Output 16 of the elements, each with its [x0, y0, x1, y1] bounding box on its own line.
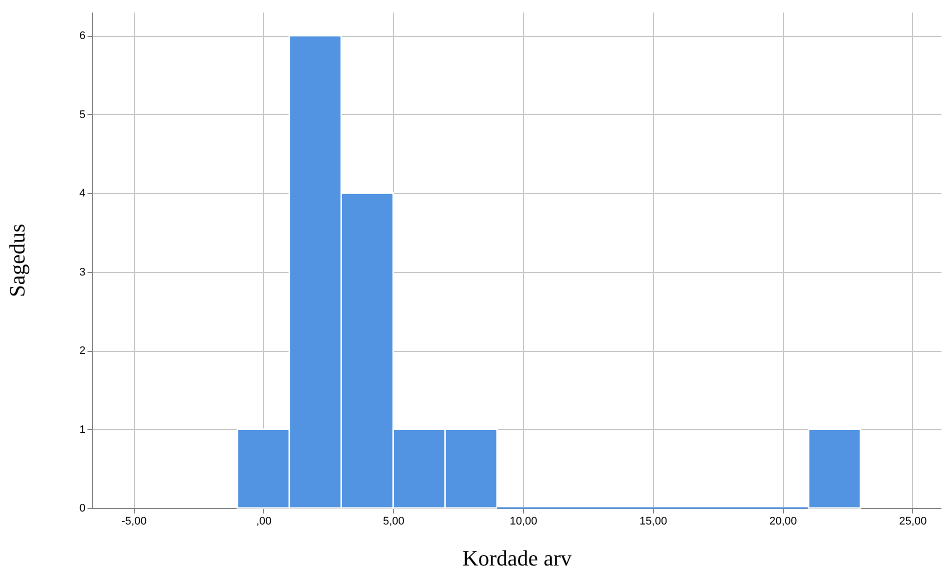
y-axis-title: Sagedus — [4, 224, 30, 298]
x-tick-label: 20,00 — [769, 516, 797, 528]
y-tick-label: 3 — [79, 266, 86, 278]
y-tick-label: 6 — [79, 30, 86, 42]
y-tick-label: 2 — [79, 345, 86, 358]
x-tick-label: 5,00 — [382, 516, 404, 528]
y-tick-label: 1 — [79, 424, 86, 436]
y-tick-label: 0 — [79, 502, 86, 514]
x-tick-label: ,00 — [256, 516, 272, 528]
x-tick-label: 25,00 — [899, 516, 927, 528]
x-tick-label: -5,00 — [122, 516, 147, 528]
x-tick-label: 10,00 — [510, 516, 538, 528]
y-tick-label: 5 — [79, 108, 86, 121]
x-tick-label: 15,00 — [640, 516, 668, 528]
x-axis-title: Kordade arv — [462, 546, 572, 570]
y-tick-label: 4 — [79, 188, 86, 200]
